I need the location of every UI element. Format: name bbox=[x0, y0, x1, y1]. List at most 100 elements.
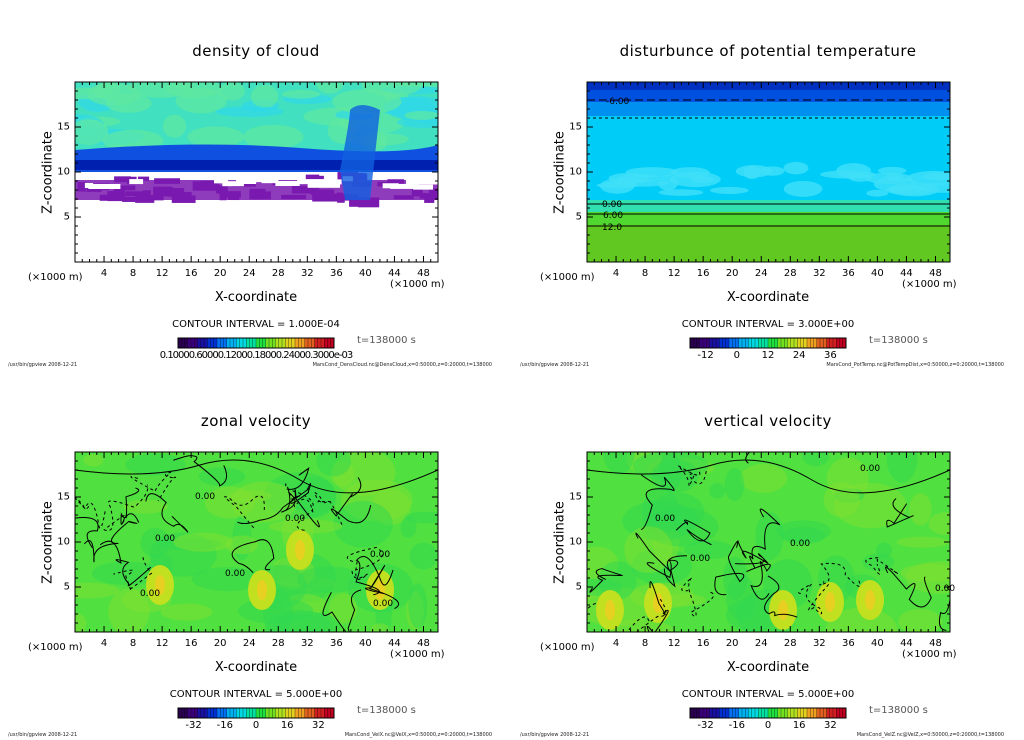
colorbar-cell bbox=[184, 707, 189, 719]
contour-line bbox=[346, 546, 383, 580]
x-tick-label: 40 bbox=[871, 268, 884, 279]
contour-label: 6.00 bbox=[603, 211, 624, 221]
x-tick-label: 12 bbox=[667, 638, 681, 649]
footer-program-date: /usr/bin/gpview 2008-12-21 bbox=[520, 362, 590, 368]
colorbar-cell bbox=[239, 337, 244, 349]
colorbar-cell bbox=[200, 337, 205, 349]
x-axis-label: X-coordinate bbox=[726, 660, 810, 675]
colorbar-cell bbox=[294, 707, 299, 719]
x-tick-label: 16 bbox=[184, 638, 198, 649]
colorbar-cell bbox=[255, 707, 260, 719]
colorbar-cell bbox=[810, 707, 814, 719]
x-tick-label: 20 bbox=[213, 638, 227, 649]
colorbar-cell bbox=[732, 337, 736, 349]
x-tick-label: 16 bbox=[696, 268, 710, 279]
contour-line bbox=[281, 466, 310, 513]
contour-line bbox=[749, 508, 781, 569]
plot-canvas bbox=[74, 451, 439, 719]
colorbar-cell bbox=[291, 707, 296, 719]
plot-title: vertical velocity bbox=[704, 412, 832, 430]
colorbar-cell bbox=[285, 707, 289, 719]
contour-label: 0.00 bbox=[935, 584, 956, 594]
colorbar-cell bbox=[281, 707, 286, 719]
colorbar-cell bbox=[819, 337, 824, 349]
colorbar-cell bbox=[771, 707, 775, 719]
colorbar-tick-label: 24 bbox=[792, 350, 806, 361]
x-axis-label: X-coordinate bbox=[214, 660, 298, 675]
colorbar-cell bbox=[324, 707, 328, 719]
plot-canvas bbox=[586, 451, 951, 719]
time-label: t=138000 s bbox=[869, 335, 928, 346]
vertical-velocity-panel: vertical velocity X-coordinate Z-coordinat… bbox=[512, 370, 1024, 740]
x-unit-label-right: (×1000 m) bbox=[902, 649, 957, 660]
x-tick-label: 48 bbox=[417, 268, 430, 279]
contour-interval-label: CONTOUR INTERVAL = 5.000E+00 bbox=[169, 689, 343, 700]
colorbar-cell bbox=[207, 337, 211, 349]
time-label: t=138000 s bbox=[869, 705, 928, 716]
x-tick-label: 4 bbox=[612, 268, 620, 279]
x-tick-label: 20 bbox=[213, 268, 227, 279]
colorbar-cell bbox=[278, 707, 283, 719]
x-tick-label: 40 bbox=[359, 638, 372, 649]
colorbar-tick-label: 32 bbox=[824, 720, 837, 731]
contour-line bbox=[75, 517, 99, 549]
x-tick-label: 24 bbox=[754, 268, 768, 279]
colorbar-cell bbox=[252, 337, 257, 349]
colorbar-cell bbox=[696, 707, 701, 719]
colorbar-cell bbox=[836, 707, 840, 719]
x-tick-label: 32 bbox=[300, 638, 314, 649]
x-tick-label: 36 bbox=[329, 638, 343, 649]
colorbar bbox=[177, 337, 335, 349]
contour-line bbox=[640, 474, 675, 530]
colorbar-cell bbox=[728, 707, 733, 719]
colorbar-cell bbox=[741, 337, 746, 349]
y-tick-label: 15 bbox=[57, 121, 70, 133]
colorbar-cell bbox=[298, 337, 302, 349]
colorbar-cell bbox=[722, 337, 727, 349]
colorbar-cell bbox=[220, 337, 224, 349]
colorbar-cell bbox=[223, 707, 228, 719]
colorbar-cell bbox=[813, 337, 818, 349]
contour-interval-label: CONTOUR INTERVAL = 1.000E-04 bbox=[172, 319, 340, 330]
colorbar-cell bbox=[301, 337, 306, 349]
plot-canvas bbox=[586, 81, 951, 349]
x-tick-label: 24 bbox=[754, 638, 768, 649]
colorbar-cell bbox=[745, 337, 749, 349]
colorbar-cell bbox=[275, 707, 280, 719]
colorbar-cell bbox=[236, 337, 241, 349]
contour-label: 0.00 bbox=[140, 589, 161, 599]
colorbar-cell bbox=[797, 707, 801, 719]
colorbar-cell bbox=[699, 337, 704, 349]
contour-line bbox=[313, 491, 344, 528]
colorbar-cell bbox=[320, 707, 325, 719]
colorbar-cell bbox=[793, 337, 798, 349]
potential-temperature-panel: disturbunce of potential temperature X-co… bbox=[512, 0, 1024, 370]
contour-line bbox=[819, 562, 861, 587]
colorbar-cell bbox=[735, 707, 740, 719]
colorbar-cell bbox=[758, 707, 762, 719]
time-label: t=138000 s bbox=[357, 335, 416, 346]
contour-label: 0.00 bbox=[373, 599, 394, 609]
contour-label: 0.00 bbox=[860, 464, 881, 474]
contour-line bbox=[364, 565, 400, 609]
contour-label: 12.0 bbox=[602, 223, 623, 233]
contour-line bbox=[681, 577, 715, 618]
colorbar-cell bbox=[285, 337, 289, 349]
colorbar-cell bbox=[735, 337, 740, 349]
x-unit-label-left: (×1000 m) bbox=[540, 642, 595, 653]
colorbar-cell bbox=[793, 707, 798, 719]
x-tick-label: 36 bbox=[841, 638, 855, 649]
x-tick-label: 28 bbox=[271, 638, 285, 649]
colorbar-cell bbox=[829, 337, 834, 349]
contour-line bbox=[677, 465, 707, 487]
contour-line bbox=[173, 455, 228, 487]
colorbar-cell bbox=[307, 707, 312, 719]
colorbar-cell bbox=[294, 337, 299, 349]
footer-data-source: MarsCond_PotTemp.nc@PotTempDist,x=0:5000… bbox=[826, 362, 1004, 368]
x-unit-label-left: (×1000 m) bbox=[540, 272, 595, 283]
colorbar-cell bbox=[689, 337, 694, 349]
field-shading bbox=[587, 82, 950, 262]
colorbar-cell bbox=[839, 337, 844, 349]
colorbar-cell bbox=[226, 707, 231, 719]
colorbar-cell bbox=[706, 337, 710, 349]
